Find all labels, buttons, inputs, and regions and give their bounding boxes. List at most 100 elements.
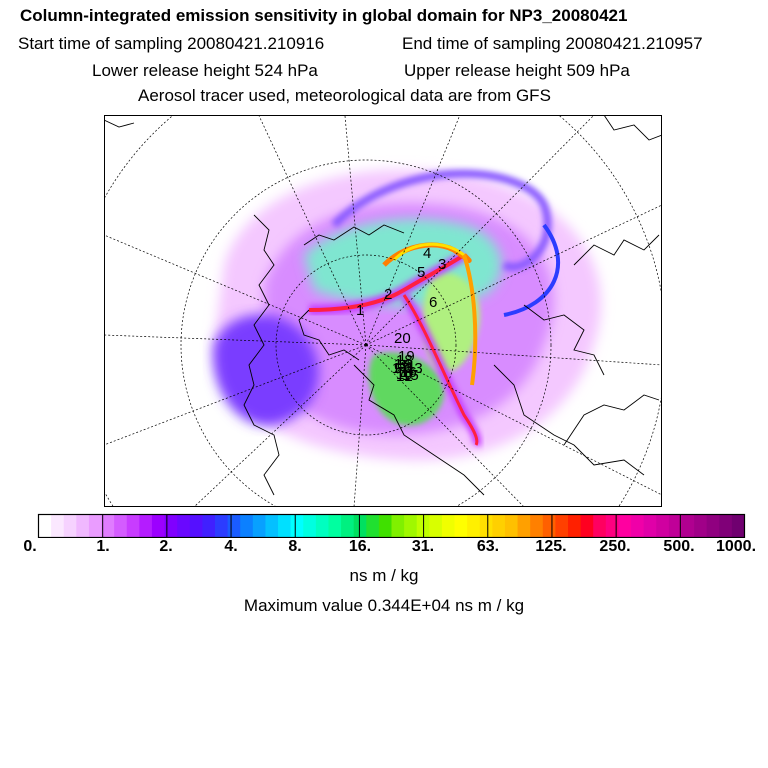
colorbar-tick-10: 500. xyxy=(663,538,695,555)
trajectory-label-20: 20 xyxy=(394,330,411,347)
colorbar-cell xyxy=(164,514,178,538)
tracer-label: Aerosol tracer used, meteorological data… xyxy=(138,86,551,105)
colorbar-cell xyxy=(189,514,203,538)
trajectory-label-14: 14 xyxy=(394,356,411,373)
colorbar-cell xyxy=(568,514,582,538)
colorbar xyxy=(37,513,746,538)
colorbar-cell xyxy=(391,514,405,538)
colorbar-tick-5: 16. xyxy=(348,538,372,555)
colorbar-cell xyxy=(76,514,90,538)
colorbar-cell xyxy=(706,514,720,538)
end-time-label: End time of sampling 20080421.210957 xyxy=(402,34,703,53)
trajectory-label-7: 7 xyxy=(398,364,406,381)
colorbar-cell xyxy=(202,514,216,538)
colorbar-cell xyxy=(631,514,645,538)
lower-release-label: Lower release height 524 hPa xyxy=(92,61,318,80)
colorbar-cell xyxy=(668,514,682,538)
colorbar-frame xyxy=(37,513,746,538)
trajectory-label-9: 9 xyxy=(394,360,402,377)
trajectory-label-2: 2 xyxy=(384,286,392,303)
maximum-value-label: Maximum value 0.344E+04 ns m / kg xyxy=(243,596,525,615)
colorbar-cell xyxy=(580,514,594,538)
colorbar-tick-6: 31. xyxy=(411,538,435,555)
colorbar-cell xyxy=(731,514,745,538)
colorbar-cells xyxy=(38,514,745,538)
colorbar-cell xyxy=(504,514,518,538)
trajectory-label-10: 10 xyxy=(396,366,413,383)
colorbar-cell xyxy=(530,514,544,538)
colorbar-cell xyxy=(126,514,140,538)
colorbar-cell xyxy=(315,514,329,538)
trajectory-label-1: 1 xyxy=(356,302,364,319)
trajectory-label-15: 15 xyxy=(402,367,419,384)
colorbar-cell xyxy=(227,514,241,538)
colorbar-cell xyxy=(265,514,279,538)
sensitivity-map: 1 2 3 4 5 6 7 8 9 10 11 12 13 14 15 16 1… xyxy=(104,115,662,507)
trajectory-label-8: 8 xyxy=(404,364,412,381)
colorbar-cell xyxy=(88,514,102,538)
colorbar-cell xyxy=(542,514,556,538)
colorbar-unit-label: ns m / kg xyxy=(349,566,419,585)
colorbar-tick-0: 0. xyxy=(23,538,37,555)
graticule xyxy=(104,115,662,507)
trajectory-label-3: 3 xyxy=(438,256,446,273)
trajectory-label-13: 13 xyxy=(406,360,423,377)
colorbar-cell xyxy=(63,514,77,538)
colorbar-tick-11: 1000. xyxy=(715,538,757,555)
colorbar-cell xyxy=(290,514,304,538)
map-frame xyxy=(104,115,662,507)
colorbar-tick-3: 4. xyxy=(224,538,238,555)
trajectory-label-19: 19 xyxy=(398,348,415,365)
colorbar-tick-7: 63. xyxy=(476,538,500,555)
trajectory-label-16: 16 xyxy=(400,364,417,381)
colorbar-cell xyxy=(328,514,342,538)
colorbar-cell xyxy=(517,514,531,538)
colorbar-cell xyxy=(681,514,695,538)
colorbar-cell xyxy=(429,514,443,538)
colorbar-cell xyxy=(114,514,128,538)
colorbar-cell xyxy=(151,514,165,538)
colorbar-cell xyxy=(719,514,733,538)
colorbar-cell xyxy=(467,514,481,538)
colorbar-cell xyxy=(341,514,355,538)
coastlines xyxy=(104,115,662,496)
trajectory-label-12: 12 xyxy=(396,368,413,385)
colorbar-cell xyxy=(643,514,657,538)
trajectory-label-4: 4 xyxy=(423,245,431,262)
trajectory-label-18: 18 xyxy=(396,352,413,369)
start-time-label: Start time of sampling 20080421.210916 xyxy=(18,34,325,53)
colorbar-cell xyxy=(51,514,65,538)
colorbar-cell xyxy=(492,514,506,538)
colorbar-tick-8: 125. xyxy=(535,538,567,555)
colorbar-tick-9: 250. xyxy=(599,538,631,555)
colorbar-cell xyxy=(555,514,569,538)
colorbar-separators xyxy=(102,514,681,538)
colorbar-cell xyxy=(101,514,115,538)
trajectory-label-6: 6 xyxy=(429,294,437,311)
colorbar-cell xyxy=(605,514,619,538)
colorbar-tick-4: 8. xyxy=(288,538,302,555)
colorbar-cell xyxy=(593,514,607,538)
colorbar-cell xyxy=(252,514,266,538)
colorbar-cell xyxy=(454,514,468,538)
colorbar-cell xyxy=(278,514,292,538)
colorbar-tick-2: 2. xyxy=(159,538,173,555)
colorbar-cell xyxy=(366,514,380,538)
colorbar-cell xyxy=(38,514,52,538)
colorbar-cell xyxy=(215,514,229,538)
trajectory-label-17: 17 xyxy=(392,360,409,377)
colorbar-cell xyxy=(353,514,367,538)
trajectory-label-5: 5 xyxy=(417,264,425,281)
colorbar-tick-1: 1. xyxy=(96,538,110,555)
plot-title: Column-integrated emission sensitivity i… xyxy=(20,6,628,25)
colorbar-cell xyxy=(139,514,153,538)
colorbar-cell xyxy=(378,514,392,538)
colorbar-cell xyxy=(618,514,632,538)
colorbar-cell xyxy=(694,514,708,538)
trajectory-labels: 1 2 3 4 5 6 7 8 9 10 11 12 13 14 15 16 1… xyxy=(356,245,446,385)
sensitivity-field xyxy=(213,169,602,461)
upper-release-label: Upper release height 509 hPa xyxy=(404,61,630,80)
colorbar-cell xyxy=(240,514,254,538)
colorbar-cell xyxy=(303,514,317,538)
colorbar-cell xyxy=(479,514,493,538)
